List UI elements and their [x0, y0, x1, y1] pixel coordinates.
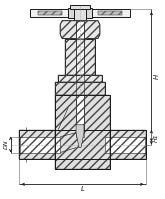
Polygon shape [110, 130, 147, 159]
Polygon shape [30, 9, 130, 17]
Polygon shape [76, 21, 84, 39]
Polygon shape [18, 130, 55, 159]
Polygon shape [105, 137, 146, 153]
Polygon shape [19, 137, 60, 153]
Polygon shape [76, 125, 84, 148]
Polygon shape [76, 95, 84, 137]
Polygon shape [74, 9, 86, 21]
Polygon shape [38, 11, 62, 15]
Polygon shape [65, 39, 95, 75]
Text: DN: DN [4, 140, 9, 149]
Polygon shape [76, 39, 84, 75]
Text: H: H [153, 74, 159, 79]
Polygon shape [58, 75, 102, 82]
Polygon shape [98, 11, 122, 15]
Text: L: L [81, 186, 84, 192]
Text: H1: H1 [153, 133, 158, 141]
Polygon shape [55, 82, 105, 95]
Polygon shape [70, 5, 90, 9]
Polygon shape [60, 21, 100, 39]
Polygon shape [55, 95, 110, 169]
Polygon shape [68, 8, 92, 18]
